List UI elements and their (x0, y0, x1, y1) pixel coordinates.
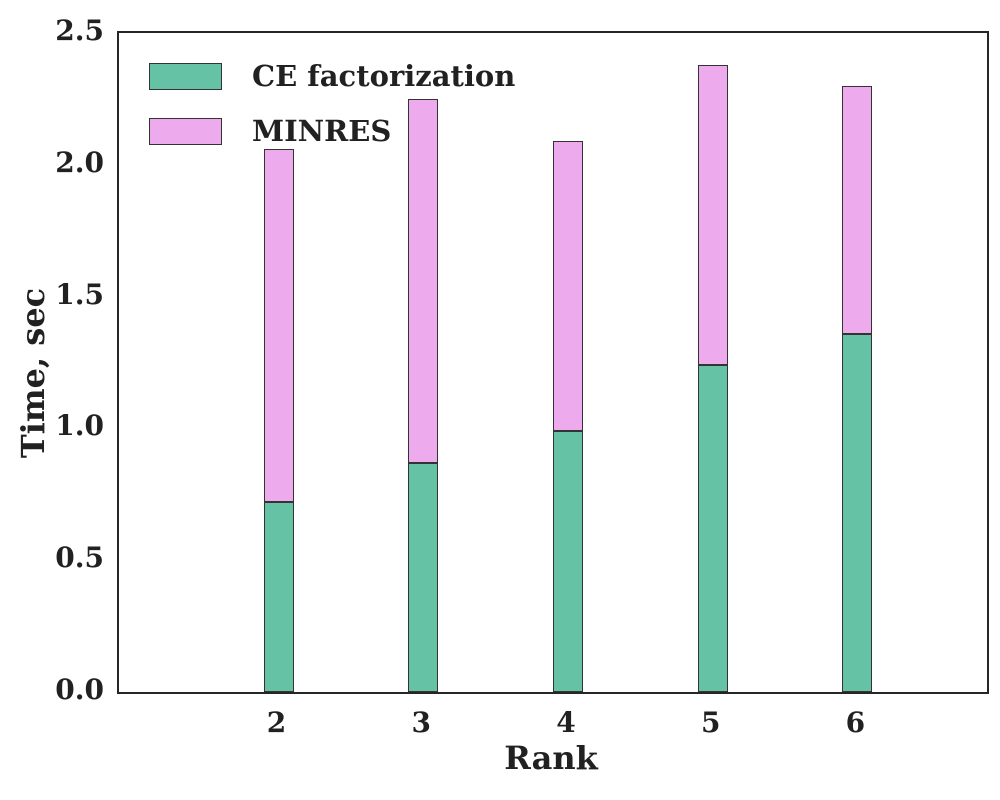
legend-item: MINRES (149, 113, 515, 148)
bar-segment-ce-factorization (408, 462, 439, 692)
bar-segment-ce-factorization (553, 431, 584, 692)
bar-segment-minres (697, 64, 728, 366)
bar-segment-minres (553, 141, 584, 432)
legend-item: CE factorization (149, 58, 516, 93)
bar-segment-ce-factorization (842, 333, 873, 692)
legend-label: MINRES (252, 113, 392, 148)
y-tick-label: 2.0 (55, 145, 104, 179)
legend: CE factorization MINRES (149, 58, 516, 172)
x-tick-label: 2 (266, 706, 287, 739)
y-tick-label: 0.5 (55, 541, 104, 575)
x-tick-label: 5 (700, 706, 721, 739)
x-tick-label: 6 (845, 706, 866, 739)
x-tick-label: 3 (411, 706, 431, 739)
x-tick-label: 4 (556, 706, 576, 739)
bar-segment-minres (408, 98, 439, 463)
y-tick-label: 1.5 (55, 277, 104, 311)
bar-segment-ce-factorization (263, 502, 294, 692)
plot-area: CE factorization MINRES (117, 31, 989, 694)
legend-swatch-minres (149, 117, 222, 145)
legend-swatch-ce-factorization (149, 62, 222, 90)
y-tick-label: 2.5 (55, 14, 104, 47)
legend-label: CE factorization (252, 58, 516, 93)
bar-segment-minres (263, 149, 294, 503)
x-axis-title: Rank (504, 739, 598, 777)
bar-segment-ce-factorization (697, 365, 728, 692)
bar-segment-minres (842, 85, 873, 334)
y-tick-label: 0.0 (55, 673, 104, 706)
y-tick-label: 1.0 (55, 409, 104, 443)
